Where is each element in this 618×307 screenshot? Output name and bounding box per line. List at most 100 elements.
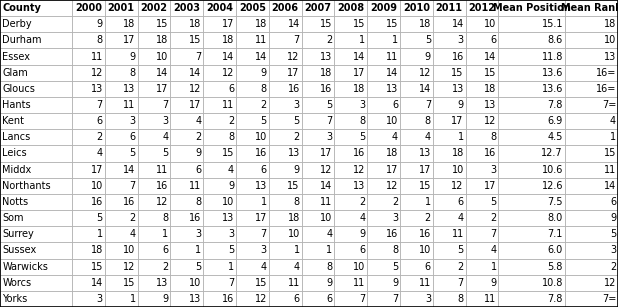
Bar (236, 242, 269, 258)
Text: 5: 5 (490, 197, 497, 207)
Bar (302, 242, 334, 258)
Text: 6: 6 (326, 294, 332, 304)
Bar (367, 161, 400, 178)
Bar (171, 81, 203, 97)
Text: 2: 2 (392, 197, 398, 207)
Text: 7: 7 (96, 100, 103, 110)
Bar (433, 226, 465, 242)
Bar (433, 194, 465, 210)
Bar (171, 226, 203, 242)
Bar (565, 161, 618, 178)
Bar (499, 258, 565, 275)
Text: Som: Som (2, 213, 24, 223)
Bar (138, 113, 171, 129)
Text: 2: 2 (610, 262, 616, 272)
Text: 13: 13 (189, 294, 201, 304)
Bar (433, 0, 465, 16)
Bar (236, 161, 269, 178)
Bar (433, 146, 465, 161)
Text: 7: 7 (294, 35, 300, 45)
Text: 6.0: 6.0 (548, 246, 563, 255)
Bar (138, 291, 171, 307)
Bar (269, 146, 302, 161)
Text: Gloucs: Gloucs (2, 84, 35, 94)
Text: 1: 1 (425, 197, 431, 207)
Text: 16: 16 (156, 181, 169, 191)
Text: 13: 13 (485, 100, 497, 110)
Bar (138, 32, 171, 49)
Text: 10: 10 (124, 246, 136, 255)
Text: Middx: Middx (2, 165, 32, 175)
Text: Worcs: Worcs (2, 278, 32, 288)
Text: 8: 8 (130, 68, 136, 78)
Bar (465, 97, 499, 113)
Text: 17: 17 (156, 84, 169, 94)
Text: 1: 1 (326, 246, 332, 255)
Text: 2: 2 (359, 197, 365, 207)
Text: 2004: 2004 (206, 3, 233, 13)
Text: 13: 13 (255, 181, 267, 191)
Bar (499, 97, 565, 113)
Bar (171, 146, 203, 161)
Text: Yorks: Yorks (2, 294, 28, 304)
Text: 12: 12 (222, 68, 234, 78)
Bar (334, 291, 367, 307)
Text: 5.8: 5.8 (548, 262, 563, 272)
Bar (236, 210, 269, 226)
Text: 14: 14 (353, 52, 365, 61)
Text: 3: 3 (261, 246, 267, 255)
Text: 9: 9 (195, 149, 201, 158)
Text: 16: 16 (255, 149, 267, 158)
Text: 2: 2 (228, 116, 234, 126)
Text: 11: 11 (124, 100, 136, 110)
Text: 6: 6 (610, 197, 616, 207)
Text: 6: 6 (228, 84, 234, 94)
Bar (565, 97, 618, 113)
Text: 13: 13 (124, 84, 136, 94)
Text: 12: 12 (353, 165, 365, 175)
Text: 15: 15 (604, 149, 616, 158)
Bar (171, 129, 203, 146)
Text: 18: 18 (91, 246, 103, 255)
Text: Surrey: Surrey (2, 229, 34, 239)
Text: 12: 12 (418, 68, 431, 78)
Text: 2006: 2006 (272, 3, 298, 13)
Text: 18: 18 (156, 35, 169, 45)
Text: 18: 18 (320, 68, 332, 78)
Text: 14: 14 (91, 278, 103, 288)
Text: 11: 11 (255, 35, 267, 45)
Text: 10: 10 (452, 165, 464, 175)
Bar (269, 65, 302, 81)
Text: 13.6: 13.6 (541, 68, 563, 78)
Bar (104, 146, 138, 161)
Bar (334, 81, 367, 97)
Bar (334, 113, 367, 129)
Bar (565, 129, 618, 146)
Text: 10: 10 (255, 132, 267, 142)
Text: 4: 4 (130, 229, 136, 239)
Text: 13: 13 (222, 213, 234, 223)
Text: 6: 6 (359, 246, 365, 255)
Text: 1: 1 (195, 246, 201, 255)
Bar (203, 291, 236, 307)
Text: 12: 12 (386, 181, 398, 191)
Text: 9: 9 (163, 294, 169, 304)
Text: 4: 4 (359, 213, 365, 223)
Bar (171, 0, 203, 16)
Bar (203, 65, 236, 81)
Text: 11: 11 (189, 181, 201, 191)
Bar (334, 0, 367, 16)
Text: 18: 18 (124, 19, 136, 29)
Bar (171, 16, 203, 32)
Text: 18: 18 (287, 213, 300, 223)
Bar (367, 178, 400, 194)
Bar (465, 291, 499, 307)
Bar (138, 97, 171, 113)
Text: 4: 4 (392, 132, 398, 142)
Text: 16: 16 (222, 294, 234, 304)
Bar (72, 275, 104, 291)
Bar (104, 113, 138, 129)
Text: 16: 16 (419, 229, 431, 239)
Bar (0, 81, 72, 97)
Bar (334, 178, 367, 194)
